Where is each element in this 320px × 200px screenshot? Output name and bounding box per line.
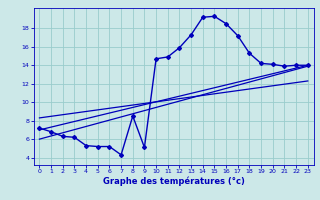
X-axis label: Graphe des températures (°c): Graphe des températures (°c) — [103, 177, 244, 186]
